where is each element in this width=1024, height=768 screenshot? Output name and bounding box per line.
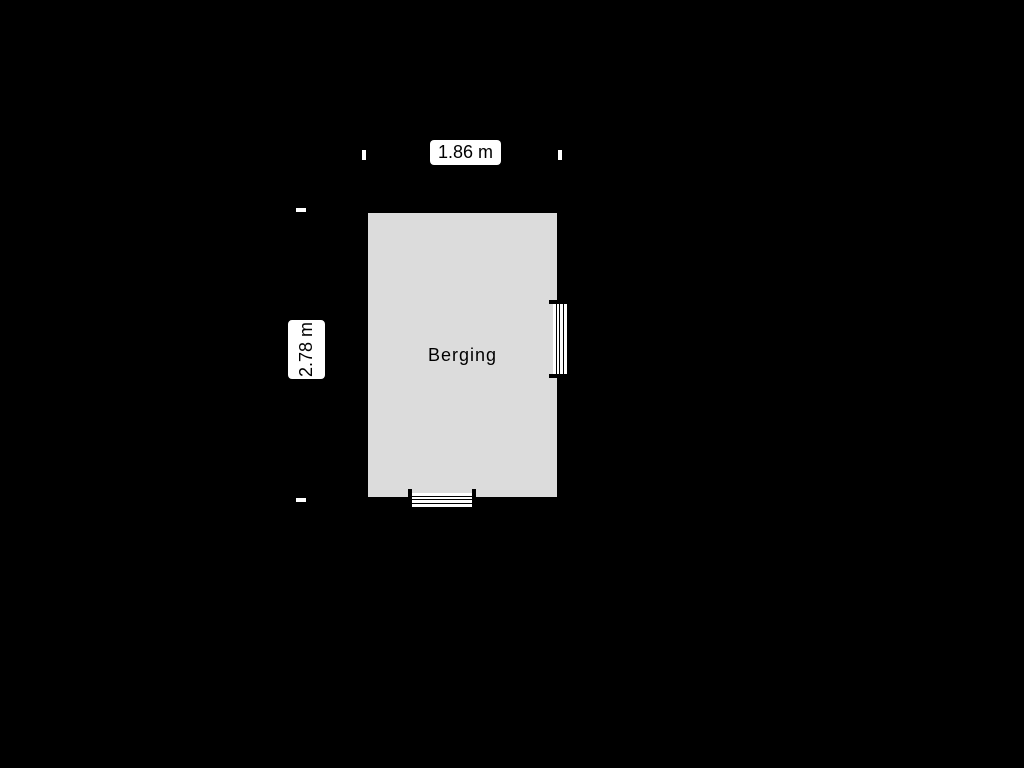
dimension-tick (296, 498, 306, 502)
room-berging: Berging (365, 210, 560, 500)
dimension-tick (558, 150, 562, 160)
door-opening-bottom (408, 493, 476, 507)
dimension-width-label: 1.86 m (430, 140, 501, 165)
floorplan-canvas: Berging 1.86 m 2.78 m (0, 0, 1024, 768)
room-label: Berging (428, 345, 497, 366)
dimension-tick (362, 150, 366, 160)
window-opening-right (553, 300, 567, 378)
dimension-height-label: 2.78 m (288, 320, 325, 379)
dimension-tick (296, 208, 306, 212)
